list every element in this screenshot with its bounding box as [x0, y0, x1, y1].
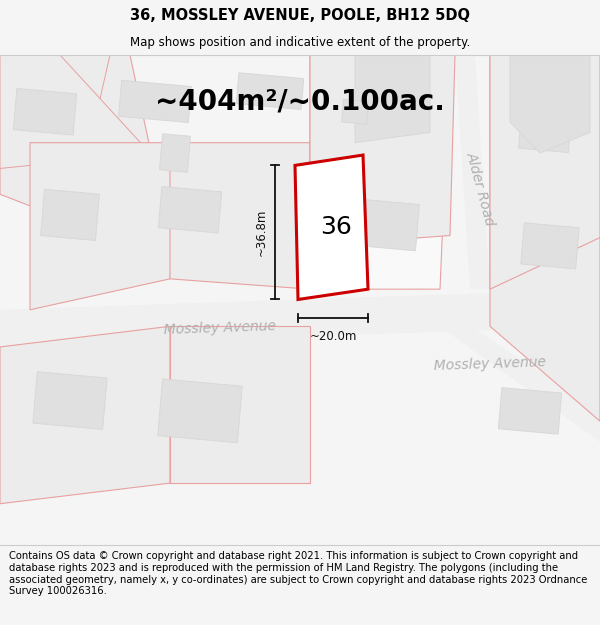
Polygon shape: [361, 199, 419, 251]
Polygon shape: [518, 112, 571, 152]
Polygon shape: [355, 55, 430, 142]
Polygon shape: [30, 142, 180, 310]
Polygon shape: [499, 388, 562, 434]
Polygon shape: [341, 99, 368, 124]
Text: ~404m²/~0.100ac.: ~404m²/~0.100ac.: [155, 88, 445, 116]
Polygon shape: [158, 186, 221, 233]
Text: Contains OS data © Crown copyright and database right 2021. This information is : Contains OS data © Crown copyright and d…: [9, 551, 587, 596]
Polygon shape: [158, 379, 242, 442]
Polygon shape: [170, 142, 310, 289]
Text: Map shows position and indicative extent of the property.: Map shows position and indicative extent…: [130, 36, 470, 49]
Text: ~36.8m: ~36.8m: [255, 209, 268, 256]
Polygon shape: [521, 223, 579, 269]
Polygon shape: [236, 72, 304, 109]
Polygon shape: [295, 155, 368, 299]
Polygon shape: [310, 55, 450, 289]
Polygon shape: [41, 189, 100, 241]
Polygon shape: [0, 55, 110, 153]
Polygon shape: [455, 55, 490, 289]
Polygon shape: [0, 289, 600, 347]
Text: Alder Road: Alder Road: [463, 151, 497, 228]
Polygon shape: [170, 326, 310, 483]
Text: ~20.0m: ~20.0m: [310, 331, 356, 343]
Polygon shape: [490, 55, 600, 421]
Polygon shape: [440, 326, 600, 442]
Polygon shape: [0, 55, 150, 169]
Polygon shape: [0, 326, 170, 504]
Polygon shape: [13, 89, 77, 135]
Polygon shape: [0, 55, 160, 225]
Text: 36, MOSSLEY AVENUE, POOLE, BH12 5DQ: 36, MOSSLEY AVENUE, POOLE, BH12 5DQ: [130, 8, 470, 23]
Polygon shape: [310, 55, 455, 246]
Text: Mossley Avenue: Mossley Avenue: [434, 356, 547, 373]
Text: Mossley Avenue: Mossley Avenue: [164, 319, 277, 338]
Polygon shape: [119, 80, 191, 122]
Polygon shape: [490, 55, 600, 289]
Polygon shape: [510, 55, 590, 153]
Polygon shape: [33, 372, 107, 429]
Text: 36: 36: [320, 215, 352, 239]
Polygon shape: [160, 134, 190, 172]
